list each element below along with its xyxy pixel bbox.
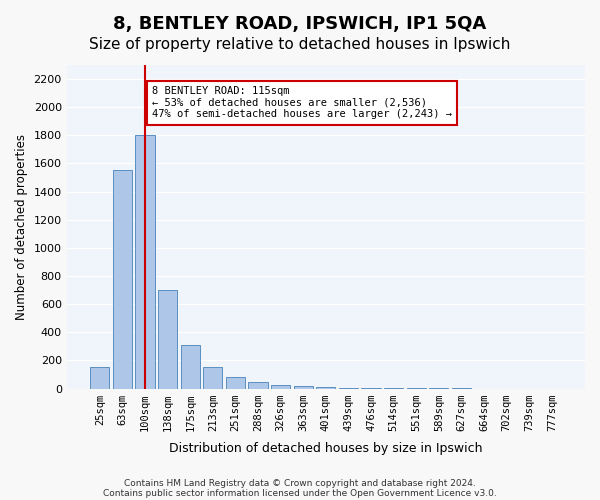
Text: Contains HM Land Registry data © Crown copyright and database right 2024.: Contains HM Land Registry data © Crown c… [124,478,476,488]
Text: Contains public sector information licensed under the Open Government Licence v3: Contains public sector information licen… [103,488,497,498]
Bar [248,382,268,388]
Text: 8 BENTLEY ROAD: 115sqm
← 53% of detached houses are smaller (2,536)
47% of semi-: 8 BENTLEY ROAD: 115sqm ← 53% of detached… [152,86,452,120]
Bar [181,345,200,389]
Y-axis label: Number of detached properties: Number of detached properties [15,134,28,320]
Bar [226,378,245,388]
Bar [158,290,177,388]
Bar [293,386,313,388]
Bar [113,170,132,388]
Text: Size of property relative to detached houses in Ipswich: Size of property relative to detached ho… [89,38,511,52]
Bar [316,387,335,388]
Bar [203,366,223,388]
Bar [136,136,155,388]
X-axis label: Distribution of detached houses by size in Ipswich: Distribution of detached houses by size … [169,442,482,455]
Bar [271,385,290,388]
Text: 8, BENTLEY ROAD, IPSWICH, IP1 5QA: 8, BENTLEY ROAD, IPSWICH, IP1 5QA [113,15,487,33]
Bar [90,368,109,388]
